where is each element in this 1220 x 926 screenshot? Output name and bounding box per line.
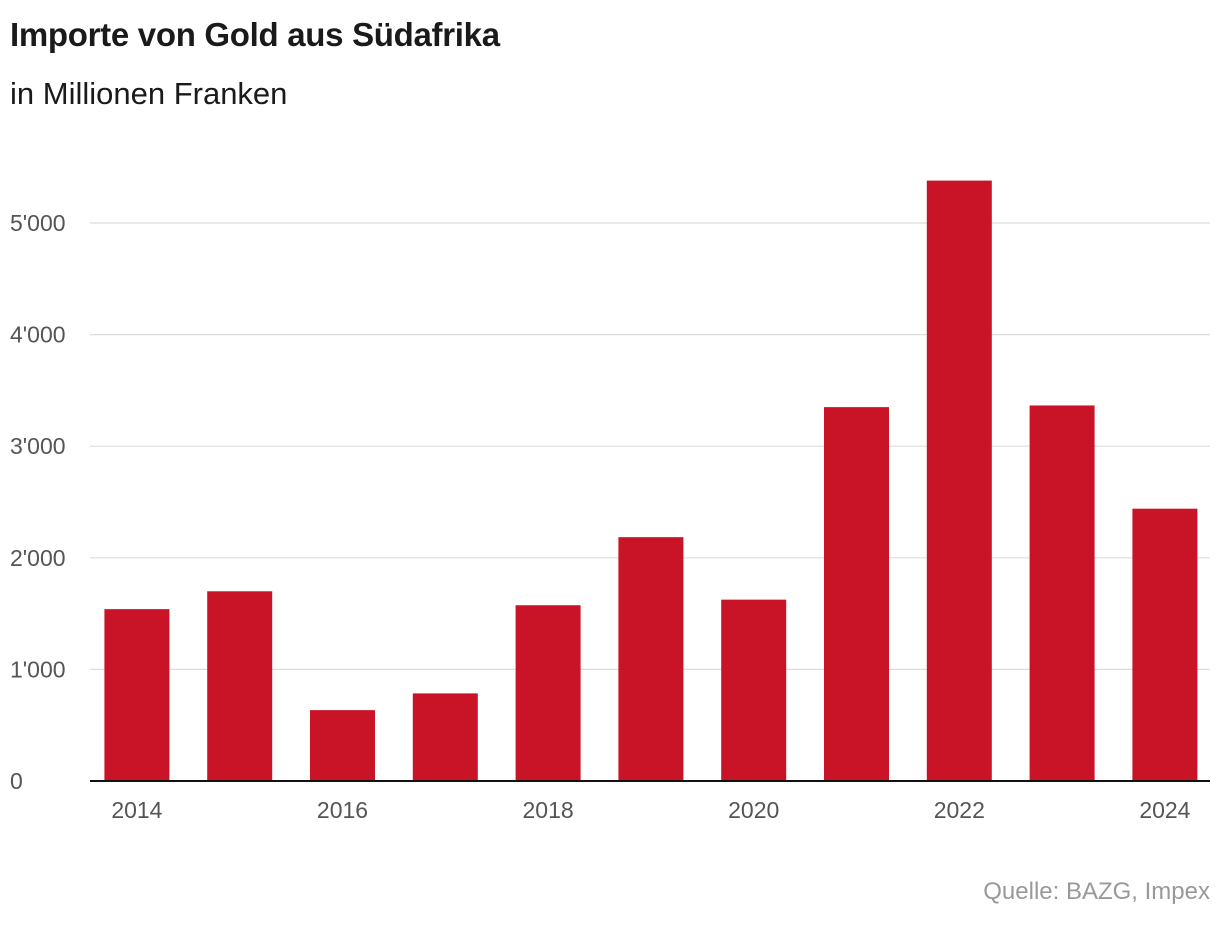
bar-2023 [1029,405,1095,781]
x-tick-label-2020: 2020 [728,797,779,823]
x-tick-label-2016: 2016 [317,797,368,823]
x-tick-label-2022: 2022 [934,797,985,823]
y-tick-label-4000: 4'000 [10,322,66,348]
y-tick-label-5000: 5'000 [10,210,66,236]
bar-2022 [926,180,992,782]
bar-2021 [824,407,889,781]
bars [104,180,1198,782]
bar-2016 [310,710,375,781]
chart-subtitle: in Millionen Franken [10,76,288,111]
x-tick-label-2024: 2024 [1139,797,1190,823]
y-tick-label-0: 0 [10,768,23,794]
bar-2024 [1132,508,1198,781]
bar-2014 [104,609,170,781]
chart-title: Importe von Gold aus Südafrika [10,16,500,53]
x-tick-label-2014: 2014 [111,797,162,823]
bar-2020 [721,599,787,781]
tick-labels: 0 1'000 2'000 3'000 4'000 5'000 2014 2016 2018 20… [10,210,1191,823]
y-tick-label-1000: 1'000 [10,656,66,682]
bar-2015 [207,591,273,781]
y-tick-label-3000: 3'000 [10,433,66,459]
bar-2017 [412,693,478,781]
y-tick-label-2000: 2'000 [10,545,66,571]
x-tick-label-2018: 2018 [523,797,574,823]
bar-2019 [618,537,684,781]
bar-2018 [515,605,581,781]
source-note: Quelle: BAZG, Impex [983,878,1210,905]
